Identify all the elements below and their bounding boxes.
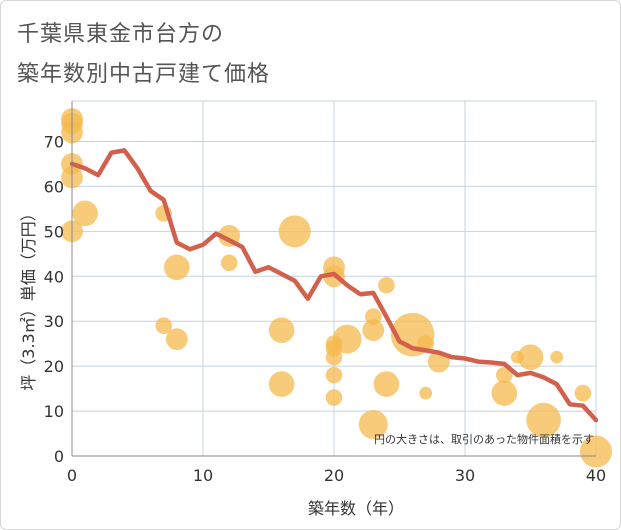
data-bubble bbox=[526, 402, 561, 438]
x-tick-label: 30 bbox=[455, 466, 475, 485]
data-bubble bbox=[325, 366, 343, 384]
y-tick-label: 30 bbox=[44, 312, 64, 331]
data-bubble bbox=[72, 200, 98, 227]
tick-labels: 0 10 20 30 40 0 10 20 30 40 50 60 70 bbox=[44, 132, 607, 485]
x-tick-label: 10 bbox=[193, 466, 213, 485]
y-tick-label: 60 bbox=[44, 177, 64, 196]
bubble-series bbox=[61, 108, 612, 468]
y-tick-label: 20 bbox=[44, 357, 64, 376]
y-tick-label: 10 bbox=[44, 402, 64, 421]
data-bubble bbox=[278, 215, 311, 248]
y-tick-label: 70 bbox=[44, 132, 64, 151]
x-tick-label: 0 bbox=[67, 466, 77, 485]
data-bubble bbox=[550, 350, 564, 364]
y-tick-label: 0 bbox=[54, 447, 64, 466]
data-bubble bbox=[164, 254, 190, 281]
x-axis-label: 築年数（年） bbox=[308, 499, 404, 518]
data-bubble bbox=[378, 276, 395, 294]
trend-line-series bbox=[69, 148, 599, 423]
axes bbox=[71, 101, 596, 457]
data-bubble bbox=[358, 410, 388, 440]
data-bubble bbox=[325, 389, 343, 406]
size-note: 円の大きさは、取引のあった物件面積を示す bbox=[374, 432, 594, 446]
data-bubble bbox=[220, 254, 238, 272]
y-tick-label: 50 bbox=[44, 222, 64, 241]
trend-line bbox=[69, 148, 599, 423]
data-bubble bbox=[268, 371, 295, 397]
data-bubble bbox=[574, 384, 592, 402]
chart-title-line-2: 築年数別中古戸建て価格 bbox=[17, 62, 271, 87]
x-tick-label: 40 bbox=[586, 466, 606, 485]
data-bubble bbox=[165, 328, 188, 351]
data-bubble bbox=[496, 366, 513, 384]
y-tick-label: 40 bbox=[44, 267, 64, 286]
data-bubble bbox=[155, 317, 172, 334]
y-axis-label: 坪（3.3㎡）単価（万円） bbox=[19, 205, 38, 390]
data-bubble bbox=[517, 344, 544, 370]
data-bubble bbox=[580, 435, 612, 468]
data-bubble bbox=[362, 319, 385, 342]
data-bubble bbox=[511, 350, 524, 364]
chart-title-line-1: 千葉県東金市台方の bbox=[17, 22, 225, 47]
data-bubble bbox=[419, 386, 433, 400]
x-tick-label: 20 bbox=[324, 466, 344, 485]
data-bubble bbox=[325, 348, 343, 366]
data-bubble bbox=[365, 308, 382, 325]
data-bubble bbox=[373, 371, 400, 397]
data-bubble bbox=[268, 317, 295, 343]
data-bubble bbox=[491, 380, 518, 406]
